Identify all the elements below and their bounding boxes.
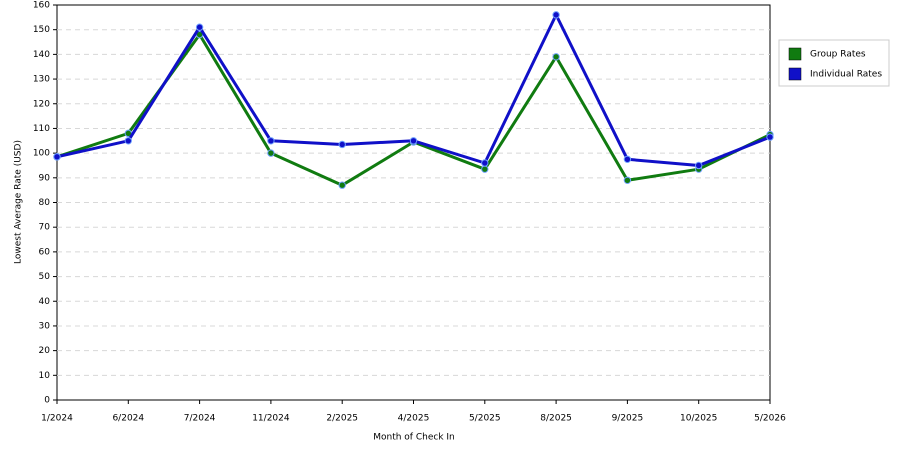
legend-label: Individual Rates <box>810 70 882 80</box>
legend-label: Group Rates <box>810 50 866 60</box>
data-point <box>124 137 133 145</box>
data-point <box>766 133 774 141</box>
y-tick-label: 90 <box>39 173 51 183</box>
x-tick-label: 1/2024 <box>41 414 73 424</box>
y-tick-label: 0 <box>44 396 50 406</box>
data-point <box>338 140 346 149</box>
y-axis-label: Lowest Average Rate (USD) <box>14 140 24 264</box>
data-point <box>552 11 560 19</box>
data-point <box>267 149 275 157</box>
y-tick-label: 120 <box>33 99 50 109</box>
y-tick-label: 50 <box>39 272 51 282</box>
x-axis-label: Month of Check In <box>373 433 455 443</box>
x-tick-label: 5/2025 <box>469 414 501 424</box>
data-point <box>53 153 61 161</box>
y-tick-label: 140 <box>33 50 50 60</box>
data-point <box>338 181 346 189</box>
y-tick-label: 10 <box>39 371 51 381</box>
y-tick-label: 110 <box>33 124 50 134</box>
data-point <box>481 165 489 173</box>
data-point <box>481 159 489 167</box>
y-tick-label: 80 <box>39 198 51 208</box>
y-tick-label: 100 <box>33 149 50 159</box>
x-tick-label: 10/2025 <box>680 414 717 424</box>
y-tick-label: 70 <box>39 223 51 233</box>
y-tick-label: 160 <box>33 1 50 11</box>
data-point <box>623 176 632 184</box>
data-point <box>623 155 632 163</box>
legend-swatch <box>788 67 802 81</box>
data-point <box>552 53 560 61</box>
x-tick-label: 4/2025 <box>398 414 430 424</box>
x-tick-label: 11/2024 <box>252 414 290 424</box>
x-tick-label: 9/2025 <box>612 414 644 424</box>
y-tick-label: 40 <box>39 297 51 307</box>
data-point <box>409 137 418 145</box>
y-tick-label: 150 <box>33 25 50 35</box>
legend-swatch <box>788 47 802 61</box>
y-tick-label: 30 <box>39 321 51 331</box>
y-tick-label: 20 <box>39 346 51 356</box>
y-tick-label: 130 <box>33 75 50 85</box>
data-point <box>195 23 204 31</box>
x-tick-label: 6/2024 <box>112 414 144 424</box>
x-tick-label: 5/2026 <box>754 414 786 424</box>
x-tick-label: 2/2025 <box>326 414 358 424</box>
data-point <box>267 137 275 145</box>
x-tick-label: 8/2025 <box>540 414 572 424</box>
x-tick-label: 7/2024 <box>184 414 216 424</box>
data-point <box>695 161 703 170</box>
y-tick-label: 60 <box>39 247 51 257</box>
